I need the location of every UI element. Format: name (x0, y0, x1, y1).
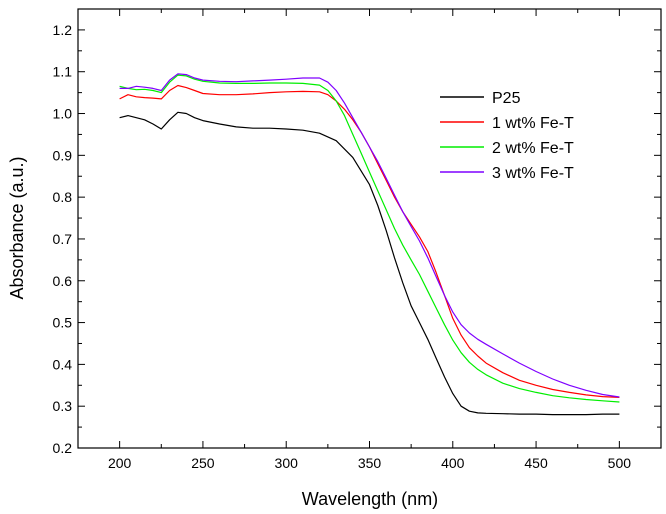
y-tick-label: 0.8 (53, 189, 73, 205)
legend-label-1: P25 (492, 90, 521, 107)
y-tick-label: 0.5 (53, 315, 73, 331)
legend-label-3: 2 wt% Fe-T (492, 140, 574, 157)
x-tick-label: 450 (524, 455, 548, 471)
x-tick-label: 250 (191, 455, 215, 471)
series-line-1 (119, 111, 620, 416)
y-tick-label: 1.0 (53, 106, 73, 122)
y-axis-title: Absorbance (a.u.) (7, 156, 27, 299)
series-line-4 (119, 73, 620, 398)
y-tick-label: 0.4 (53, 356, 73, 372)
y-tick-label: 0.9 (53, 147, 73, 163)
legend: P25 1 wt% Fe-T 2 wt% Fe-T 3 wt% Fe-T (440, 90, 574, 182)
plot-frame (77, 8, 662, 449)
y-tick-label: 0.7 (53, 231, 73, 247)
y-tick-label: 0.2 (53, 440, 73, 456)
y-tick-label: 1.2 (53, 22, 73, 38)
series-line-2 (119, 84, 620, 398)
y-tick-label: 1.1 (53, 64, 73, 80)
x-tick-label: 300 (275, 455, 299, 471)
x-tick-label: 350 (358, 455, 382, 471)
y-tick-label: 0.3 (53, 398, 73, 414)
y-tick-label: 0.6 (53, 273, 73, 289)
legend-label-2: 1 wt% Fe-T (492, 115, 574, 132)
legend-label-4: 3 wt% Fe-T (492, 165, 574, 182)
axes-layer: 200 250 300 350 400 450 500 0.2 0.3 0.4 0.5 0.6 0.7 0… (53, 8, 662, 471)
series-layer (119, 73, 620, 416)
x-tick-label: 200 (108, 455, 132, 471)
x-axis-title: Wavelength (nm) (302, 489, 438, 509)
series-line-3 (119, 74, 620, 403)
x-tick-label: 400 (441, 455, 465, 471)
x-tick-label: 500 (608, 455, 632, 471)
